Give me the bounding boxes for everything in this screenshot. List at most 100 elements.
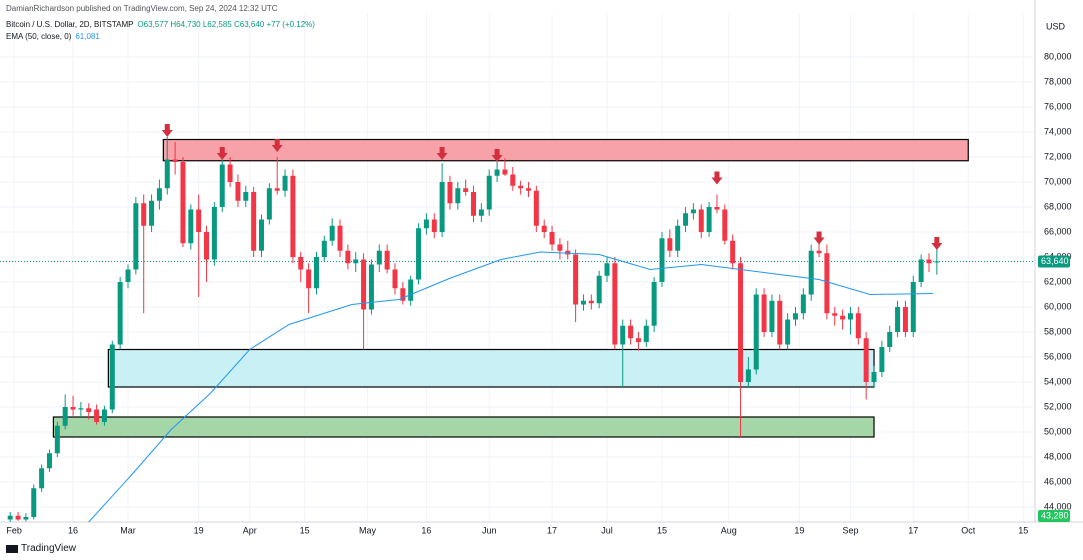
- candle-body: [156, 188, 162, 201]
- candle-body: [282, 175, 288, 191]
- candle-body: [431, 219, 437, 232]
- arrow-marker: [711, 171, 723, 185]
- currency-label: USD: [1046, 21, 1066, 31]
- zone: [162, 138, 969, 162]
- price-tag-label: 43,280: [1041, 510, 1069, 520]
- candle-body: [808, 250, 814, 295]
- arrow-marker: [271, 139, 283, 152]
- candle-body: [518, 185, 524, 189]
- arrow-marker: [931, 237, 943, 250]
- ema-name: EMA (50, close, 0): [6, 32, 72, 41]
- candle-body: [588, 300, 594, 304]
- candle-body: [926, 259, 932, 264]
- candle-body: [698, 209, 704, 232]
- candle-body: [306, 269, 312, 289]
- candle-body: [832, 313, 838, 316]
- candle-body: [54, 425, 60, 454]
- candle-body: [290, 175, 296, 257]
- candle-body: [361, 259, 367, 310]
- candle-body: [871, 372, 877, 382]
- candle-body: [722, 209, 728, 241]
- candle-body: [580, 300, 586, 305]
- candle-body: [204, 232, 210, 260]
- candle-body: [675, 225, 681, 251]
- y-tick-label: 70,000: [1044, 176, 1072, 186]
- candle-body: [251, 192, 257, 251]
- candle-body: [258, 219, 264, 251]
- symbol-legend: Bitcoin / U.S. Dollar, 2D, BITSTAMP O63,5…: [6, 20, 319, 29]
- x-tick-label: Mar: [120, 525, 136, 535]
- candle-body: [211, 207, 217, 260]
- arrow-marker: [216, 147, 228, 160]
- candle-body: [266, 188, 272, 220]
- x-tick-label: Aug: [721, 525, 737, 535]
- ema-line: [88, 251, 933, 523]
- candle-body: [125, 269, 131, 282]
- y-tick-label: 66,000: [1044, 226, 1072, 236]
- y-tick-label: 52,000: [1044, 401, 1072, 411]
- candle-body: [683, 213, 689, 226]
- candle-body: [643, 325, 649, 342]
- x-tick-label: 19: [194, 525, 204, 535]
- x-tick-label: 17: [547, 525, 557, 535]
- candle-body: [149, 200, 155, 226]
- x-tick-label: 15: [657, 525, 667, 535]
- candle-body: [706, 207, 712, 232]
- candle-body: [714, 207, 720, 210]
- price-tag-label: 63,640: [1041, 256, 1069, 266]
- candle-body: [596, 275, 602, 304]
- candle-body: [816, 250, 822, 254]
- candle-body: [824, 253, 830, 314]
- y-tick-label: 80,000: [1044, 51, 1072, 61]
- candle-body: [486, 175, 492, 210]
- candle-body: [635, 338, 641, 342]
- y-tick-label: 62,000: [1044, 276, 1072, 286]
- ema-value: 61,081: [75, 32, 100, 41]
- candle-body: [133, 203, 139, 270]
- candle-body: [730, 240, 736, 264]
- candle-body: [533, 190, 539, 226]
- symbol: Bitcoin / U.S. Dollar, 2D, BITSTAMP: [6, 20, 134, 29]
- y-tick-label: 74,000: [1044, 126, 1072, 136]
- candle-body: [94, 409, 100, 422]
- x-tick-label: Jul: [601, 525, 613, 535]
- candle-body: [565, 250, 571, 255]
- y-tick-label: 48,000: [1044, 451, 1072, 461]
- candle-body: [769, 300, 775, 332]
- x-tick-label: 19: [794, 525, 804, 535]
- candle-body: [196, 209, 202, 232]
- candle-body: [651, 282, 657, 326]
- candle-body: [39, 468, 45, 489]
- price-tag: [1038, 255, 1070, 268]
- candle-body: [910, 282, 916, 332]
- candle-body: [447, 182, 453, 204]
- x-tick-label: 17: [908, 525, 918, 535]
- candle-body: [313, 257, 319, 289]
- candle-body: [235, 182, 241, 201]
- x-tick-label: Jun: [482, 525, 497, 535]
- candle-body: [847, 313, 853, 320]
- candle-body: [337, 225, 343, 251]
- x-tick-label: 16: [68, 525, 78, 535]
- candle-body: [541, 225, 547, 232]
- y-tick-label: 58,000: [1044, 326, 1072, 336]
- ema-legend: EMA (50, close, 0) 61,081: [6, 32, 104, 41]
- candle-body: [416, 228, 422, 280]
- x-tick-label: May: [359, 525, 377, 535]
- candle-body: [478, 209, 484, 216]
- candle-body: [502, 169, 508, 175]
- logo-icon: [6, 544, 18, 553]
- candle-body: [761, 294, 767, 332]
- candle-body: [887, 332, 893, 347]
- y-tick-label: 54,000: [1044, 376, 1072, 386]
- candle-body: [800, 294, 806, 314]
- candle-body: [274, 188, 280, 191]
- candle-body: [934, 261, 940, 263]
- y-tick-label: 50,000: [1044, 426, 1072, 436]
- candle-body: [117, 282, 123, 345]
- candle-body: [219, 164, 225, 207]
- ohlc: O63,577 H64,730 L62,585 C63,640 +77 (+0.…: [137, 20, 315, 29]
- candle-body: [463, 188, 469, 192]
